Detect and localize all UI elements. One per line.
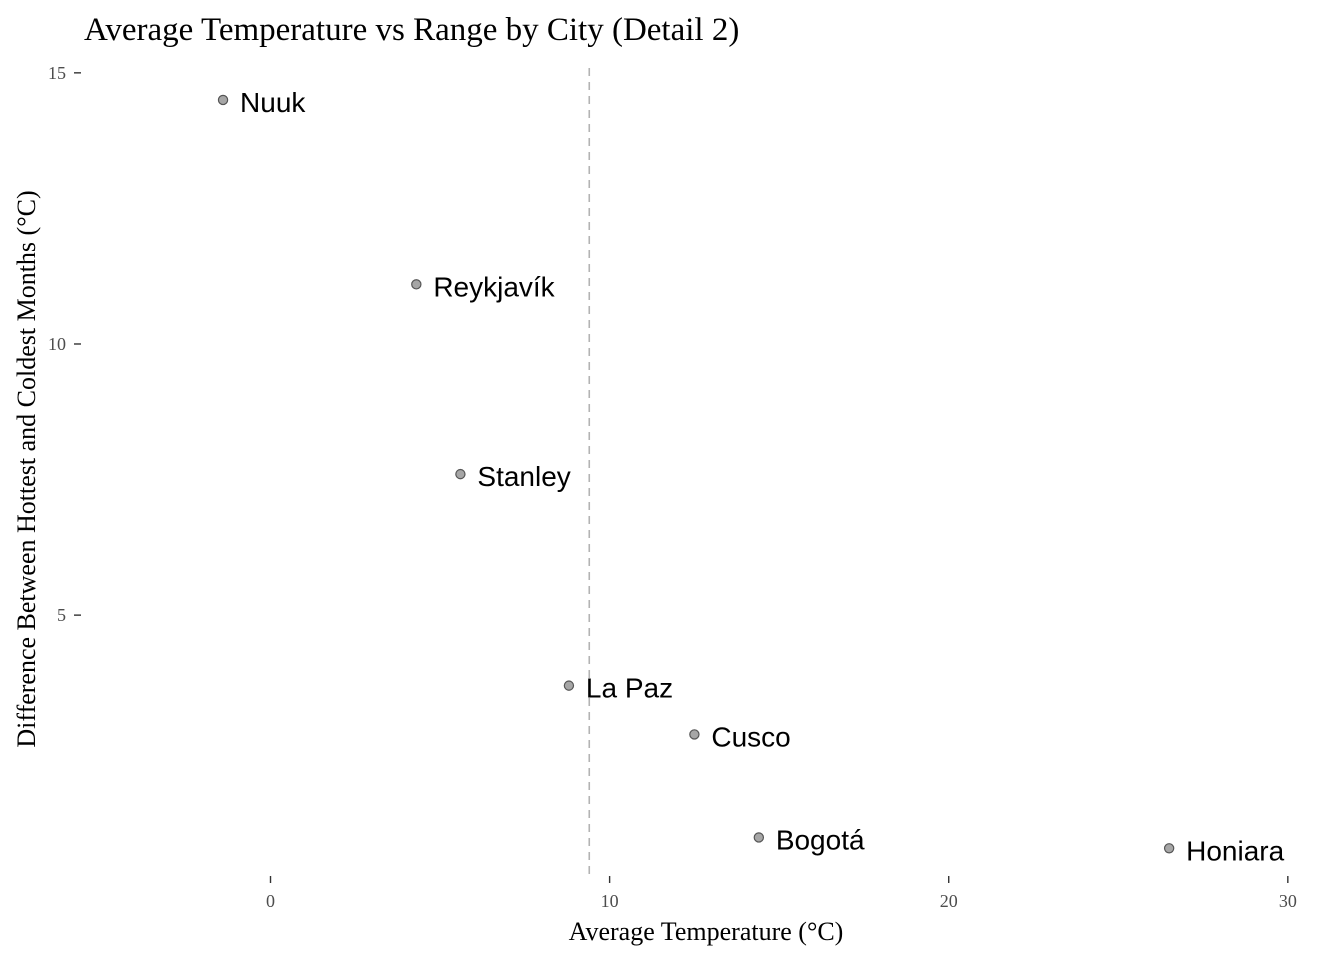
data-point — [217, 94, 229, 106]
point-label: Bogotá — [776, 824, 865, 855]
y-tick-label: 15 — [48, 63, 66, 83]
y-axis: 5 10 15 — [48, 63, 81, 625]
data-point — [563, 680, 575, 691]
x-tick-label: 20 — [940, 891, 958, 911]
x-tick-label: 30 — [1279, 891, 1297, 911]
data-point — [411, 279, 422, 290]
point-label: Honiara — [1186, 835, 1284, 866]
y-tick-label: 5 — [57, 605, 66, 625]
data-point — [689, 729, 700, 740]
point-label: Reykjavík — [433, 271, 555, 302]
point-label: Nuuk — [240, 87, 306, 118]
y-tick-label: 10 — [48, 334, 66, 354]
y-axis-title: Difference Between Hottest and Coldest M… — [12, 190, 41, 747]
x-tick-label: 10 — [601, 891, 619, 911]
x-tick-label: 0 — [266, 891, 275, 911]
x-axis-title: Average Temperature (°C) — [569, 917, 844, 946]
point-label: La Paz — [586, 673, 673, 704]
data-point — [455, 468, 466, 480]
point-label: Cusco — [711, 721, 790, 752]
chart-title: Average Temperature vs Range by City (De… — [84, 12, 739, 48]
points-layer: Nuuk Reykjavík Stanley La Paz Cusco Bogotá Hon… — [217, 87, 1285, 866]
data-point — [753, 832, 765, 843]
data-point — [1163, 843, 1175, 854]
x-axis: 0 10 20 30 — [266, 876, 1297, 911]
point-label: Stanley — [477, 461, 570, 492]
